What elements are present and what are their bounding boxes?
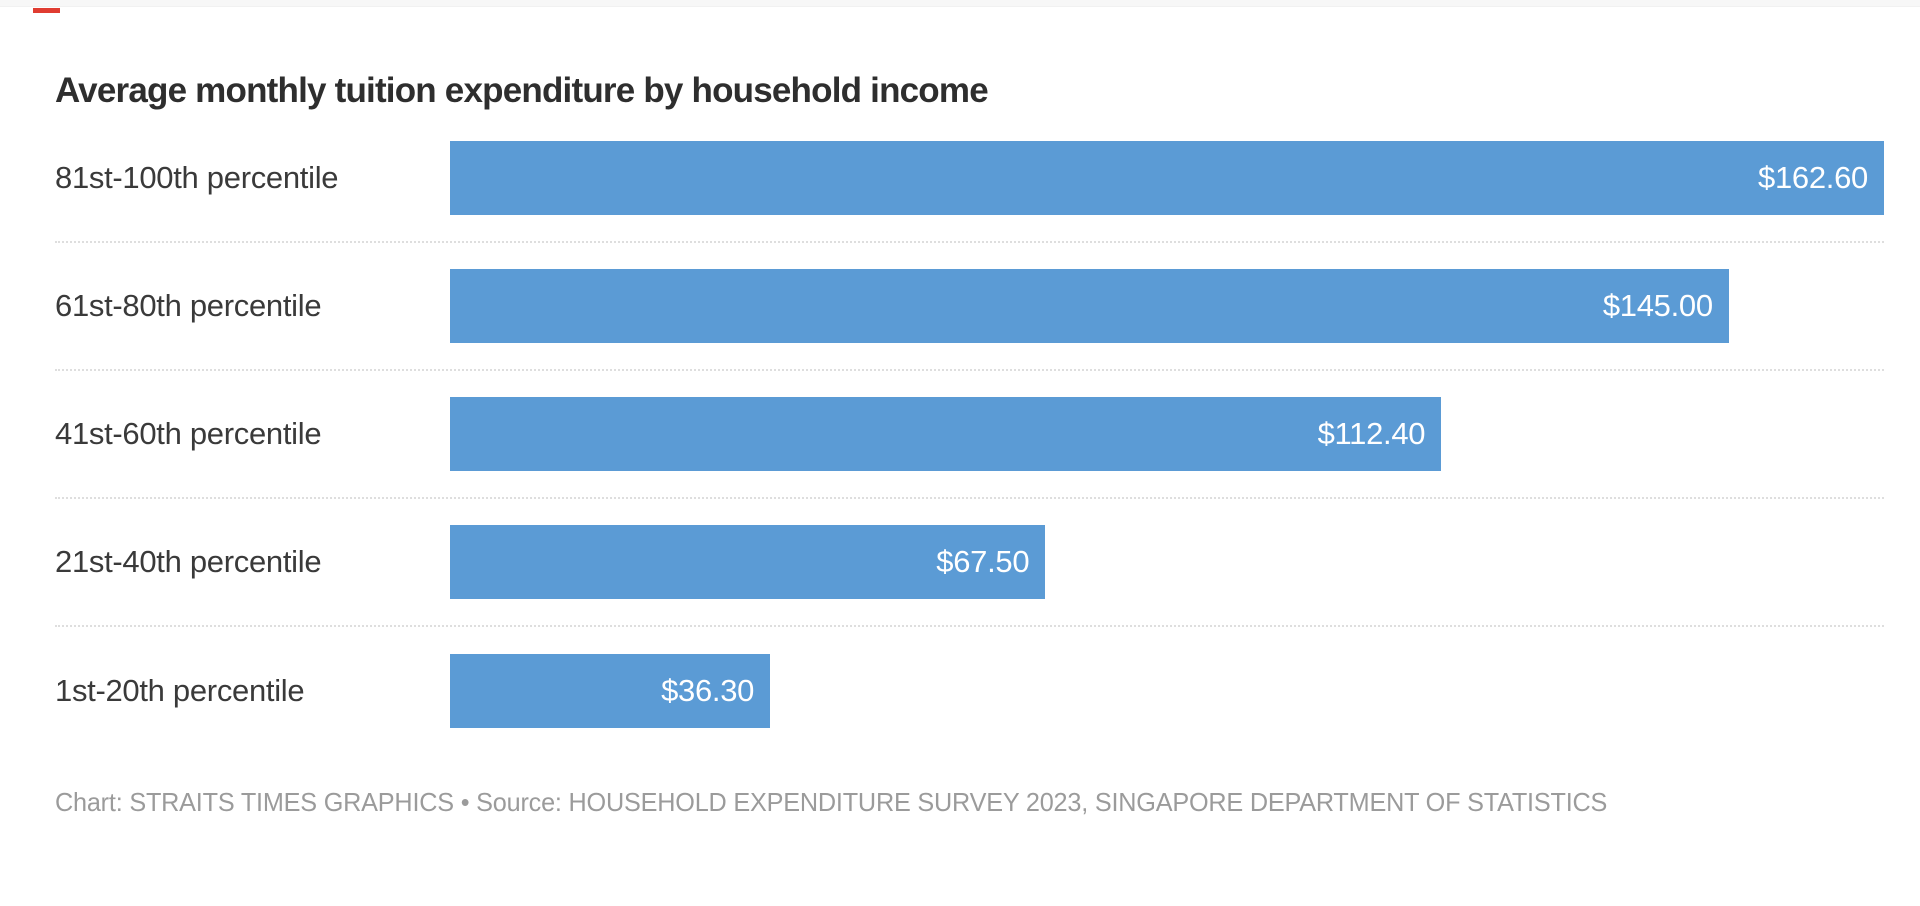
category-label: 41st-60th percentile	[55, 416, 322, 451]
top-edge-band	[0, 0, 1920, 7]
chart-credit: Chart: STRAITS TIMES GRAPHICS • Source: …	[55, 787, 1608, 817]
value-label: $67.50	[936, 544, 1030, 579]
bar-track: $36.30	[450, 654, 1884, 728]
chart-title: Average monthly tuition expenditure by h…	[55, 71, 989, 110]
bar-row: 21st-40th percentile $67.50	[55, 499, 1884, 627]
bar: $112.40	[450, 397, 1442, 471]
bar: $145.00	[450, 269, 1729, 343]
red-dash-mark	[33, 8, 60, 13]
category-label: 21st-40th percentile	[55, 544, 322, 579]
bar-track: $67.50	[450, 525, 1884, 599]
category-label: 61st-80th percentile	[55, 288, 322, 323]
bar-track: $112.40	[450, 397, 1884, 471]
bar-track: $162.60	[450, 141, 1884, 215]
bar-track: $145.00	[450, 269, 1884, 343]
value-label: $112.40	[1317, 416, 1426, 451]
bar: $162.60	[450, 141, 1884, 215]
bar-row: 1st-20th percentile $36.30	[55, 627, 1884, 755]
bar-row: 81st-100th percentile $162.60	[55, 115, 1884, 243]
category-label: 1st-20th percentile	[55, 673, 305, 708]
category-label: 81st-100th percentile	[55, 160, 339, 195]
value-label: $145.00	[1602, 288, 1713, 323]
bar-row: 61st-80th percentile $145.00	[55, 243, 1884, 371]
bar: $67.50	[450, 525, 1046, 599]
value-label: $162.60	[1758, 160, 1868, 195]
bar-chart: 81st-100th percentile $162.60 61st-80th pe…	[55, 115, 1884, 755]
bar: $36.30	[450, 654, 771, 728]
bar-row: 41st-60th percentile $112.40	[55, 371, 1884, 499]
chart-card: Average monthly tuition expenditure by h…	[55, 70, 1884, 818]
value-label: $36.30	[661, 673, 755, 708]
